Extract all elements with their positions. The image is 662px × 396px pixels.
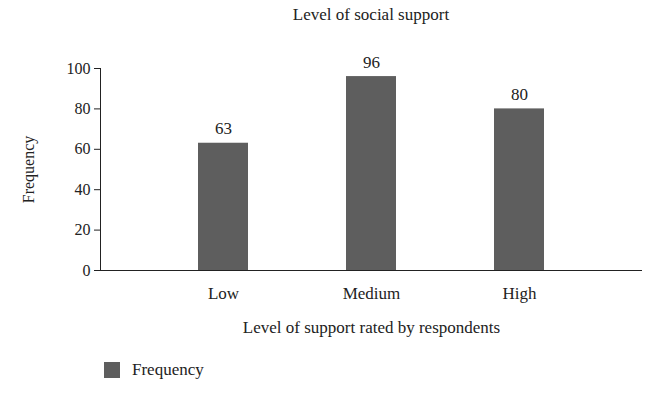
svg-text:20: 20 [75, 221, 91, 238]
svg-text:80: 80 [75, 100, 91, 117]
svg-text:80: 80 [511, 85, 528, 104]
svg-text:High: High [503, 284, 538, 303]
svg-text:Frequency: Frequency [20, 136, 38, 204]
svg-text:40: 40 [75, 181, 91, 198]
svg-text:100: 100 [67, 60, 91, 77]
svg-text:63: 63 [215, 119, 232, 138]
html-text:Frequency: Frequency [132, 360, 204, 379]
svg-text:Level of support rated by resp: Level of support rated by respondents [243, 318, 500, 337]
svg-text:Low: Low [208, 284, 240, 303]
svg-text:0: 0 [83, 262, 91, 279]
svg-text:96: 96 [363, 53, 380, 72]
svg-text:Medium: Medium [343, 284, 401, 303]
svg-text:60: 60 [75, 140, 91, 157]
html-text:Level of social support: Level of social support [292, 5, 450, 24]
